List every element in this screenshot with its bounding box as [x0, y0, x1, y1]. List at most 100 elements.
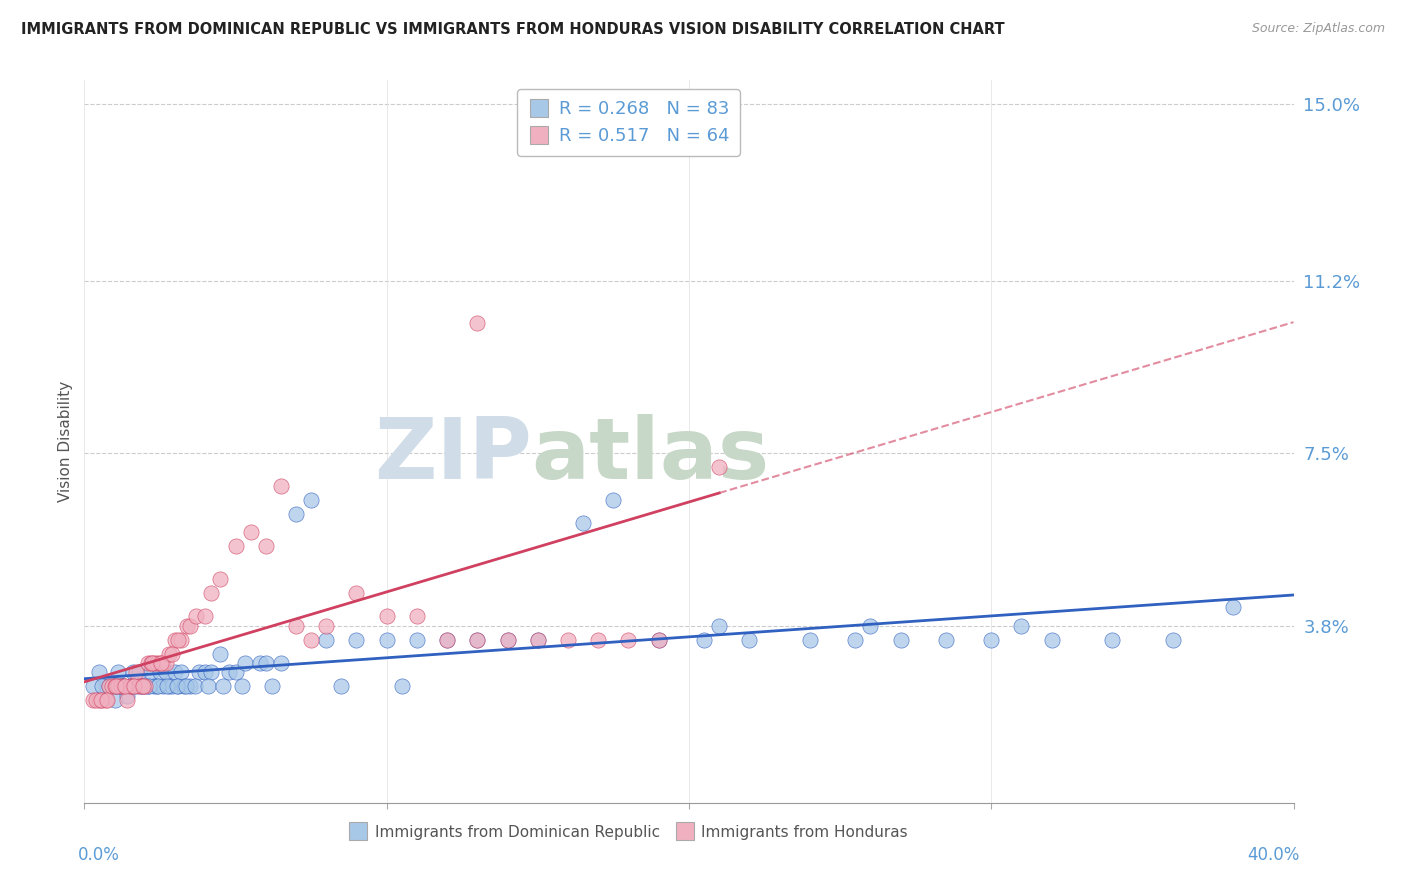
Point: [149, 665, 172, 680]
Point: [709, 460, 731, 475]
Point: [125, 665, 148, 680]
Point: [330, 679, 353, 693]
Point: [225, 540, 247, 554]
Point: [165, 665, 187, 680]
Point: [129, 679, 152, 693]
Point: [209, 647, 232, 661]
Point: [436, 632, 458, 647]
Point: [148, 679, 170, 693]
Point: [254, 656, 277, 670]
Point: [270, 479, 292, 493]
Point: [166, 679, 188, 693]
Point: [557, 632, 579, 647]
Point: [200, 586, 222, 600]
Point: [174, 679, 197, 693]
Point: [118, 679, 141, 693]
Point: [146, 656, 169, 670]
Point: [375, 632, 398, 647]
Point: [82, 679, 104, 693]
Point: [231, 679, 253, 693]
Point: [131, 679, 153, 693]
Point: [980, 632, 1002, 647]
Point: [467, 632, 489, 647]
Point: [186, 609, 208, 624]
Point: [138, 679, 160, 693]
Point: [209, 572, 232, 586]
Point: [152, 679, 174, 693]
Point: [648, 632, 671, 647]
Text: 40.0%: 40.0%: [1247, 847, 1299, 864]
Point: [136, 679, 159, 693]
Point: [200, 665, 222, 680]
Point: [375, 609, 398, 624]
Point: [890, 632, 912, 647]
Point: [89, 693, 111, 707]
Point: [125, 679, 148, 693]
Point: [157, 679, 180, 693]
Point: [212, 679, 235, 693]
Point: [260, 679, 283, 693]
Point: [1161, 632, 1184, 647]
Point: [155, 665, 177, 680]
Point: [112, 679, 135, 693]
Point: [315, 618, 337, 632]
Point: [134, 679, 156, 693]
Point: [406, 632, 429, 647]
Point: [602, 492, 624, 507]
Text: ZIP: ZIP: [374, 415, 531, 498]
Point: [156, 679, 179, 693]
Point: [91, 679, 114, 693]
Point: [194, 665, 217, 680]
Point: [94, 679, 117, 693]
Point: [249, 656, 271, 670]
Point: [160, 647, 183, 661]
Point: [107, 665, 129, 680]
Point: [299, 632, 322, 647]
Point: [581, 120, 603, 134]
Point: [346, 586, 368, 600]
Point: [120, 679, 142, 693]
Point: [122, 679, 145, 693]
Point: [114, 679, 136, 693]
Point: [617, 632, 640, 647]
Point: [179, 679, 201, 693]
Point: [82, 693, 104, 707]
Point: [285, 618, 308, 632]
Point: [90, 693, 112, 707]
Point: [183, 679, 205, 693]
Text: Source: ZipAtlas.com: Source: ZipAtlas.com: [1251, 22, 1385, 36]
Point: [142, 679, 165, 693]
Point: [527, 632, 550, 647]
Point: [225, 665, 247, 680]
Point: [572, 516, 595, 530]
Point: [97, 679, 120, 693]
Legend: Immigrants from Dominican Republic, Immigrants from Honduras: Immigrants from Dominican Republic, Immi…: [343, 819, 914, 846]
Text: atlas: atlas: [531, 415, 770, 498]
Point: [648, 632, 671, 647]
Point: [94, 693, 117, 707]
Point: [142, 656, 165, 670]
Point: [104, 679, 127, 693]
Point: [194, 609, 217, 624]
Point: [693, 632, 716, 647]
Point: [131, 679, 153, 693]
Point: [96, 693, 118, 707]
Point: [100, 679, 122, 693]
Point: [91, 693, 114, 707]
Point: [233, 656, 256, 670]
Point: [239, 525, 262, 540]
Point: [86, 693, 108, 707]
Point: [270, 656, 292, 670]
Point: [110, 679, 132, 693]
Point: [107, 679, 129, 693]
Point: [111, 679, 134, 693]
Point: [285, 507, 308, 521]
Point: [167, 632, 190, 647]
Point: [709, 618, 731, 632]
Point: [160, 679, 183, 693]
Point: [89, 665, 111, 680]
Point: [527, 632, 550, 647]
Point: [110, 679, 132, 693]
Point: [179, 618, 201, 632]
Point: [100, 679, 122, 693]
